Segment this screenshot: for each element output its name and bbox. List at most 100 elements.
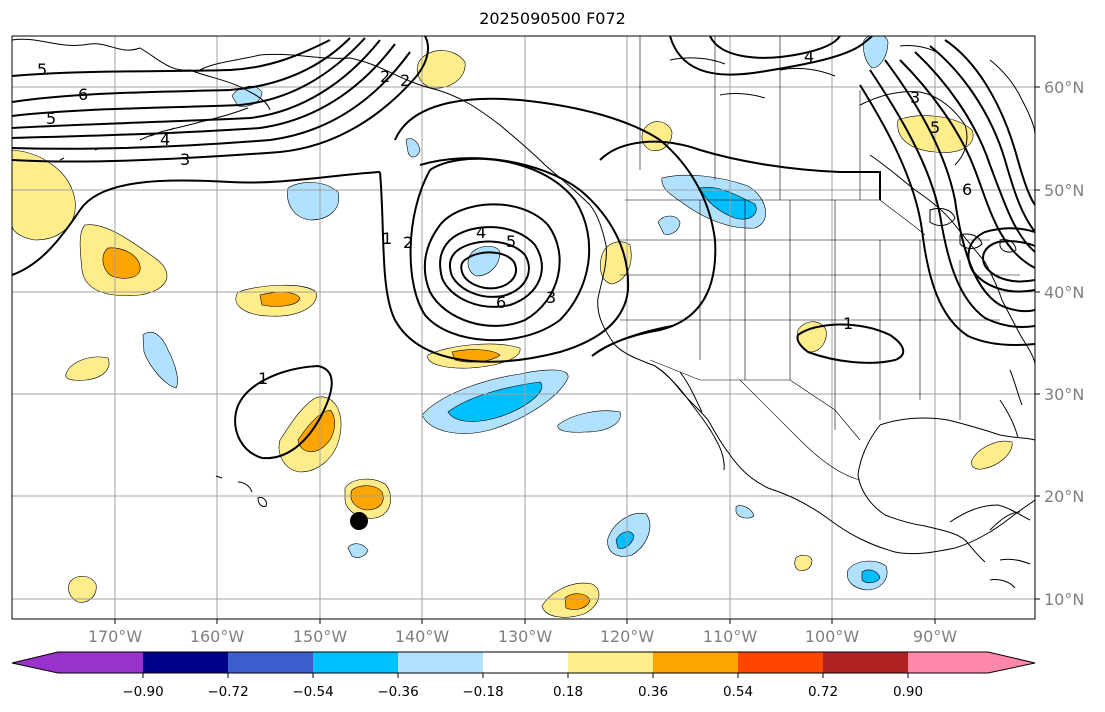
graticule [12,36,1035,619]
colorbar-segment [313,652,399,673]
contour-label: 5 [37,60,47,79]
colorbar-low-extension [12,652,58,673]
contour-line [409,157,591,342]
anomaly-positive-region [65,356,110,381]
anomaly-positive-region [971,440,1013,470]
colorbar-tick-label: −0.36 [377,684,418,700]
contour-label: 4 [804,47,814,66]
contour-label: 3 [180,150,190,169]
colorbar-segment [58,652,144,673]
lon-label: 150°W [293,627,348,646]
colorbar-tick-label: −0.54 [292,684,333,700]
contour-label: 6 [78,85,88,104]
lat-label: 40°N [1044,283,1084,302]
contour-line [869,69,1035,328]
contour-label: 5 [930,118,940,137]
contour-label: 2 [403,233,413,252]
contour-line [12,51,411,150]
lat-label: 30°N [1044,385,1084,404]
contour-label: 5 [506,232,516,251]
contour-line [460,251,517,290]
contour-line [12,43,396,139]
anomaly-positive-region [451,349,501,363]
anomaly-positive-region [350,485,384,511]
lon-label: 140°W [395,627,450,646]
colorbar-segment [908,652,989,673]
anomaly-negative-region [557,410,621,433]
colorbar-outline [11,651,1036,674]
colorbar: −0.90 −0.72 −0.54 −0.36 −0.18 0.18 0.36 … [11,651,1036,700]
colorbar-high-extension [988,652,1035,673]
contour-line [669,36,873,76]
lon-label: 130°W [498,627,553,646]
contour-line [914,51,1035,253]
lat-label: 10°N [1044,590,1084,609]
contour-line [929,45,1035,233]
map-title: 2025090500 F072 [479,9,626,28]
colorbar-segment [653,652,739,673]
map-frame [11,35,1036,620]
contour-line [982,240,1035,283]
contour-label: 3 [546,288,556,307]
contour-label: 2 [400,71,410,90]
anomaly-negative-region [735,505,755,519]
anomaly-negative-region [699,186,757,220]
anomaly-negative-region [287,182,340,221]
anomaly-positive-region [564,593,591,610]
colorbar-tick-label: −0.72 [207,684,248,700]
colorbar-tick-label: 0.90 [893,684,923,700]
colorbar-segment [823,652,909,673]
anomaly-positive-region [297,409,335,453]
colorbar-tick-label: 0.36 [638,684,668,700]
contour-label: 1 [258,369,268,388]
contour-label-group: 5 6 5 4 3 2 2 1 2 4 5 6 3 4 3 5 6 1 1 [37,47,972,388]
contour-line [12,37,366,117]
contour-label: 1 [382,229,392,248]
contour-line [449,240,530,298]
contour-label: 2 [380,67,390,86]
colorbar-tick-label: 0.54 [723,684,753,700]
anomaly-positive-region [794,554,813,571]
anomaly-positive-region [102,247,141,279]
anomaly-positive-region [417,50,466,89]
colorbar-tick-label: 0.72 [808,684,838,700]
contour-label: 3 [910,88,920,107]
longitude-labels: 170°W 160°W 150°W 140°W 130°W 120°W 110°… [88,627,957,646]
contour-line [439,226,543,308]
anomaly-negative-region [142,331,178,389]
colorbar-segment [738,652,824,673]
colorbar-tick-label: −0.90 [122,684,163,700]
contour-line [709,36,841,59]
latitude-labels: 60°N 50°N 40°N 30°N 20°N 10°N [1044,78,1084,609]
lon-label: 90°W [913,627,957,646]
colorbar-segment [483,652,569,673]
contour-line [12,36,429,163]
contour-line [859,84,1035,347]
contour-line [899,59,1035,269]
contour-line [12,171,381,276]
anomaly-negative-region [615,531,635,549]
lon-label: 100°W [805,627,860,646]
contour-line [12,39,331,77]
colorbar-segment [568,652,654,673]
contour-line [379,157,630,363]
colorbar-segment [228,652,314,673]
contour-label: 6 [496,293,506,312]
contour-line [796,323,905,364]
contour-lines [12,36,1035,460]
anomaly-positive-region [68,575,97,603]
lat-label: 20°N [1044,487,1084,506]
lon-label: 160°W [190,627,245,646]
contour-line [12,39,381,129]
contour-line [423,203,561,327]
contour-label: 4 [160,130,170,149]
anomaly-negative-region [347,543,369,558]
lat-label: 50°N [1044,181,1084,200]
anomaly-negative-region [861,569,881,584]
contour-line [967,227,1035,293]
lat-label: 60°N [1044,78,1084,97]
contour-label: 5 [46,109,56,128]
storm-position-marker [350,512,368,530]
colorbar-segment [398,652,484,673]
